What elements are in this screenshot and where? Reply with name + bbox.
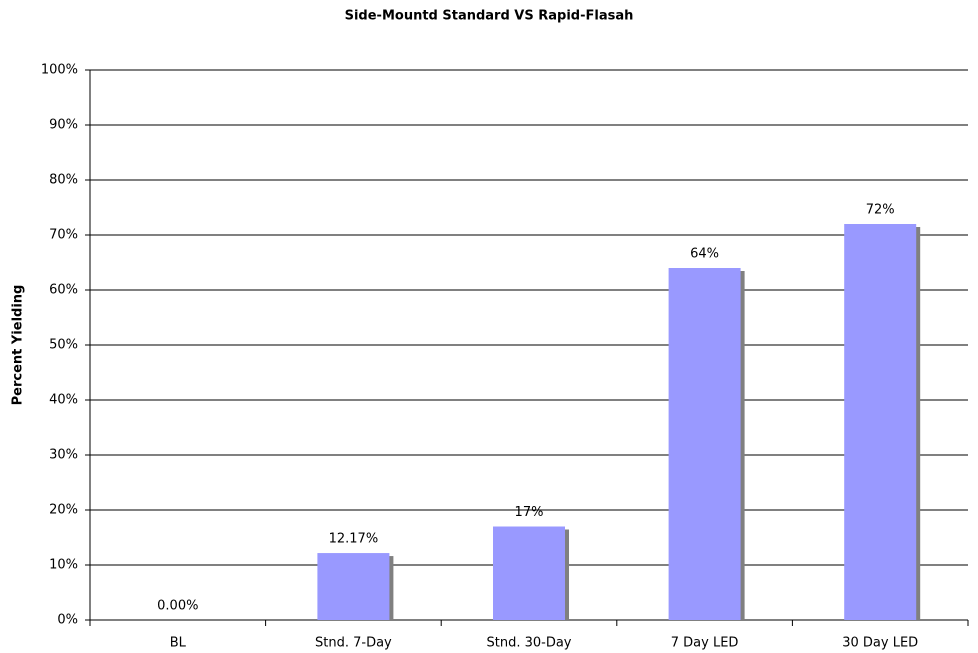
chart-title: Side-Mountd Standard VS Rapid-Flasah [345, 9, 634, 24]
y-tick-label: 70% [49, 228, 78, 243]
bar [668, 268, 741, 620]
y-tick-label: 20% [49, 503, 78, 518]
data-label: 72% [866, 203, 895, 218]
x-tick-label: 30 Day LED [842, 636, 918, 651]
y-tick-label: 10% [49, 558, 78, 573]
y-tick-label: 50% [49, 338, 78, 353]
bar [317, 553, 390, 620]
x-tick-label: Stnd. 7-Day [315, 636, 392, 651]
y-tick-label: 80% [49, 173, 78, 188]
y-tick-label: 30% [49, 448, 78, 463]
bar [844, 224, 917, 620]
y-tick-label: 60% [49, 283, 78, 298]
data-label: 64% [690, 247, 719, 262]
y-tick-label: 0% [57, 613, 78, 628]
y-tick-label: 100% [41, 63, 78, 78]
data-label: 0.00% [157, 599, 198, 614]
x-tick-label: BL [170, 636, 187, 651]
data-label: 12.17% [329, 532, 379, 547]
y-tick-label: 90% [49, 118, 78, 133]
bar [493, 526, 565, 620]
data-label: 17% [515, 505, 544, 520]
x-tick-label: 7 Day LED [671, 636, 739, 651]
y-axis-label: Percent Yielding [11, 285, 26, 406]
y-tick-label: 40% [49, 393, 78, 408]
x-tick-label: Stnd. 30-Day [486, 636, 571, 651]
